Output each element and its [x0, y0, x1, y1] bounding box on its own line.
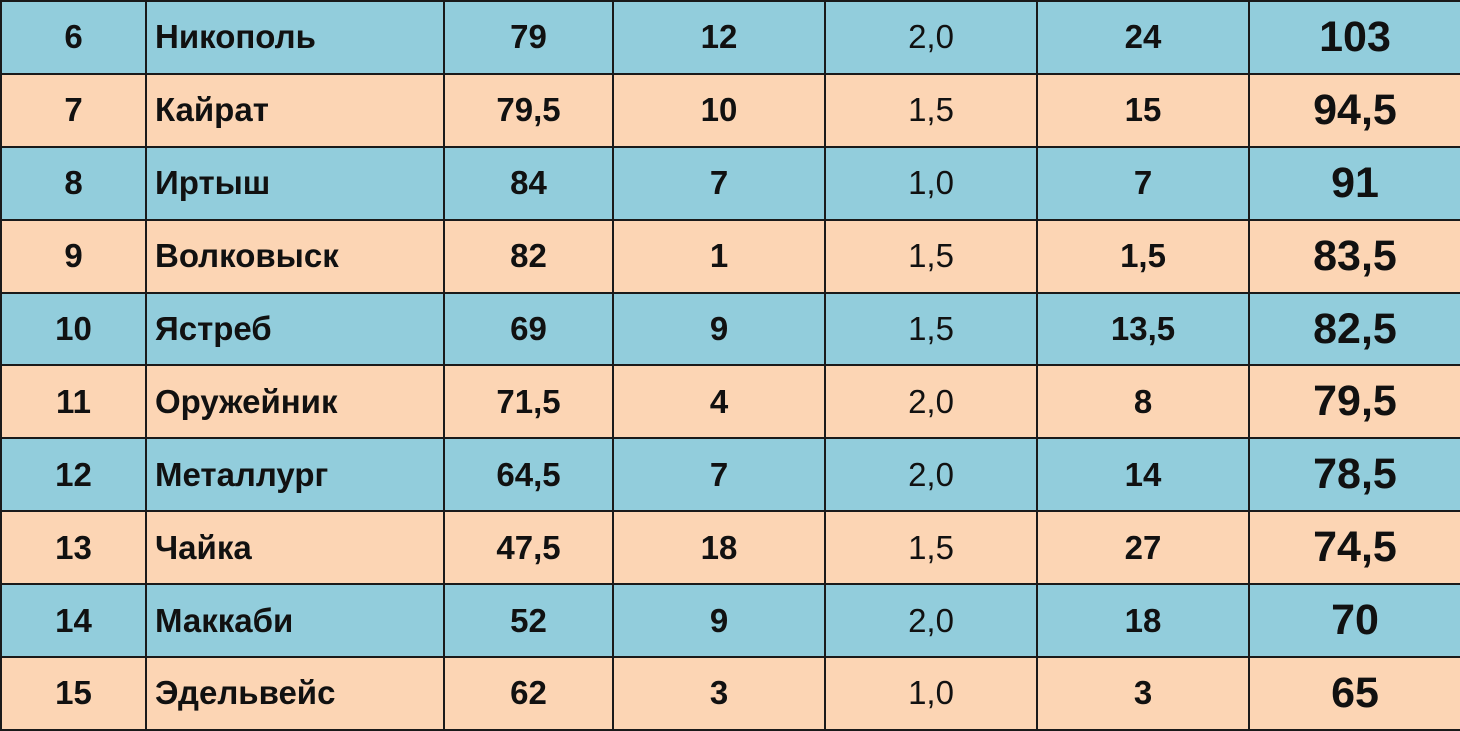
total-cell: 83,5: [1248, 218, 1460, 294]
name-cell: Чайка: [145, 510, 445, 586]
total-cell: 65: [1248, 656, 1460, 731]
ratio-cell: 2,0: [824, 583, 1038, 659]
table-row: 15 Эдельвейс 62 3 1,0 3 65: [0, 656, 1460, 731]
points-cell: 62: [443, 656, 614, 731]
extra-cell: 27: [1036, 510, 1250, 586]
table-row: 11 Оружейник 71,5 4 2,0 8 79,5: [0, 364, 1460, 440]
name-cell: Ястреб: [145, 291, 445, 367]
table-row: 12 Металлург 64,5 7 2,0 14 78,5: [0, 437, 1460, 513]
points-cell: 82: [443, 218, 614, 294]
extra-cell: 24: [1036, 0, 1250, 75]
ratio-cell: 1,0: [824, 145, 1038, 221]
total-cell: 91: [1248, 145, 1460, 221]
table-row: 8 Иртыш 84 7 1,0 7 91: [0, 145, 1460, 221]
name-cell: Эдельвейс: [145, 656, 445, 731]
points-cell: 71,5: [443, 364, 614, 440]
ratio-cell: 2,0: [824, 0, 1038, 75]
name-cell: Кайрат: [145, 72, 445, 148]
table-row: 14 Маккаби 52 9 2,0 18 70: [0, 583, 1460, 659]
rank-cell: 6: [0, 0, 147, 75]
total-cell: 78,5: [1248, 437, 1460, 513]
bonus-cell: 12: [612, 0, 826, 75]
total-cell: 79,5: [1248, 364, 1460, 440]
extra-cell: 18: [1036, 583, 1250, 659]
rank-cell: 10: [0, 291, 147, 367]
rank-cell: 14: [0, 583, 147, 659]
rank-cell: 8: [0, 145, 147, 221]
bonus-cell: 10: [612, 72, 826, 148]
points-cell: 79,5: [443, 72, 614, 148]
table-row: 10 Ястреб 69 9 1,5 13,5 82,5: [0, 291, 1460, 367]
points-cell: 84: [443, 145, 614, 221]
ratio-cell: 1,5: [824, 218, 1038, 294]
total-cell: 82,5: [1248, 291, 1460, 367]
ratio-cell: 1,5: [824, 510, 1038, 586]
ratio-cell: 1,5: [824, 72, 1038, 148]
name-cell: Иртыш: [145, 145, 445, 221]
name-cell: Никополь: [145, 0, 445, 75]
table-row: 6 Никополь 79 12 2,0 24 103: [0, 0, 1460, 75]
rank-cell: 11: [0, 364, 147, 440]
bonus-cell: 7: [612, 437, 826, 513]
name-cell: Волковыск: [145, 218, 445, 294]
bonus-cell: 1: [612, 218, 826, 294]
table-row: 13 Чайка 47,5 18 1,5 27 74,5: [0, 510, 1460, 586]
points-cell: 69: [443, 291, 614, 367]
extra-cell: 13,5: [1036, 291, 1250, 367]
bonus-cell: 4: [612, 364, 826, 440]
points-cell: 79: [443, 0, 614, 75]
bonus-cell: 18: [612, 510, 826, 586]
bonus-cell: 9: [612, 583, 826, 659]
total-cell: 70: [1248, 583, 1460, 659]
ratio-cell: 1,0: [824, 656, 1038, 731]
points-cell: 47,5: [443, 510, 614, 586]
total-cell: 94,5: [1248, 72, 1460, 148]
extra-cell: 8: [1036, 364, 1250, 440]
points-cell: 64,5: [443, 437, 614, 513]
extra-cell: 14: [1036, 437, 1250, 513]
name-cell: Маккаби: [145, 583, 445, 659]
table-row: 9 Волковыск 82 1 1,5 1,5 83,5: [0, 218, 1460, 294]
name-cell: Оружейник: [145, 364, 445, 440]
ratio-cell: 2,0: [824, 364, 1038, 440]
extra-cell: 1,5: [1036, 218, 1250, 294]
total-cell: 74,5: [1248, 510, 1460, 586]
rank-cell: 12: [0, 437, 147, 513]
extra-cell: 7: [1036, 145, 1250, 221]
name-cell: Металлург: [145, 437, 445, 513]
bonus-cell: 7: [612, 145, 826, 221]
rank-cell: 15: [0, 656, 147, 731]
table-row: 7 Кайрат 79,5 10 1,5 15 94,5: [0, 72, 1460, 148]
rank-cell: 13: [0, 510, 147, 586]
ratio-cell: 1,5: [824, 291, 1038, 367]
rank-cell: 7: [0, 72, 147, 148]
ratio-cell: 2,0: [824, 437, 1038, 513]
extra-cell: 3: [1036, 656, 1250, 731]
rank-cell: 9: [0, 218, 147, 294]
total-cell: 103: [1248, 0, 1460, 75]
bonus-cell: 3: [612, 656, 826, 731]
points-cell: 52: [443, 583, 614, 659]
bonus-cell: 9: [612, 291, 826, 367]
extra-cell: 15: [1036, 72, 1250, 148]
